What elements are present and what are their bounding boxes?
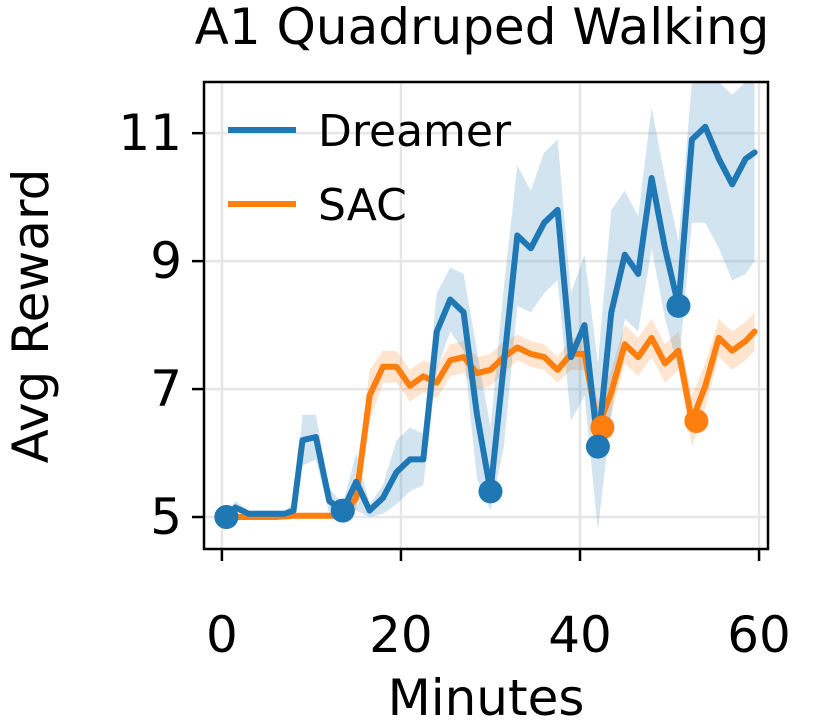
y-tick-label-5: 5 xyxy=(150,488,182,546)
point-dreamer-21 xyxy=(501,360,507,366)
marker-dreamer-1 xyxy=(330,498,355,523)
marker-dreamer-3 xyxy=(585,434,610,459)
point-dreamer-16 xyxy=(434,328,440,334)
y-tick-label-9: 9 xyxy=(150,232,182,290)
plot-frame xyxy=(202,80,770,551)
point-dreamer-27 xyxy=(581,322,587,328)
point-sac-5 xyxy=(308,513,314,519)
point-sac-35 xyxy=(716,335,722,341)
point-dreamer-17 xyxy=(447,297,453,303)
point-sac-13 xyxy=(420,373,426,379)
point-dreamer-35 xyxy=(689,137,695,143)
point-dreamer-7 xyxy=(313,434,319,440)
point-sac-14 xyxy=(434,380,440,386)
point-sac-11 xyxy=(393,364,399,370)
x-axis-label: Minutes xyxy=(388,669,585,727)
point-sac-17 xyxy=(474,370,480,376)
point-dreamer-8 xyxy=(326,498,332,504)
point-sac-21 xyxy=(528,351,534,357)
point-dreamer-23 xyxy=(528,245,534,251)
point-sac-27 xyxy=(608,389,614,395)
point-sac-22 xyxy=(541,354,547,360)
point-dreamer-4 xyxy=(282,511,288,517)
point-sac-32 xyxy=(675,348,681,354)
point-dreamer-40 xyxy=(752,149,758,155)
point-dreamer-29 xyxy=(608,309,614,315)
legend-label-sac: SAC xyxy=(318,180,407,231)
point-dreamer-2 xyxy=(246,511,252,517)
point-sac-31 xyxy=(662,360,668,366)
point-dreamer-11 xyxy=(367,508,373,514)
point-sac-10 xyxy=(380,364,386,370)
point-sac-29 xyxy=(635,354,641,360)
point-sac-38 xyxy=(752,328,758,334)
y-tick-label-7: 7 xyxy=(150,360,182,418)
x-tick-label-0: 0 xyxy=(206,606,238,664)
point-dreamer-18 xyxy=(461,309,467,315)
point-sac-36 xyxy=(729,348,735,354)
point-dreamer-38 xyxy=(729,181,735,187)
point-sac-20 xyxy=(514,344,520,350)
point-dreamer-14 xyxy=(407,456,413,462)
point-sac-15 xyxy=(447,357,453,363)
point-dreamer-15 xyxy=(420,456,426,462)
marker-dreamer-4 xyxy=(666,293,691,318)
x-tick-label-60: 60 xyxy=(727,606,791,664)
marker-sac-2 xyxy=(684,409,709,434)
marker-dreamer-0 xyxy=(214,505,239,530)
point-dreamer-30 xyxy=(622,252,628,258)
point-dreamer-13 xyxy=(393,469,399,475)
y-axis-label: Avg Reward xyxy=(2,169,60,464)
point-sac-8 xyxy=(353,495,359,501)
point-sac-18 xyxy=(487,367,493,373)
series-markers xyxy=(214,293,709,530)
point-sac-30 xyxy=(649,335,655,341)
point-dreamer-10 xyxy=(353,479,359,485)
point-dreamer-5 xyxy=(291,508,297,514)
point-sac-23 xyxy=(555,367,561,373)
y-tick-label-11: 11 xyxy=(118,104,182,162)
point-dreamer-12 xyxy=(380,495,386,501)
point-dreamer-36 xyxy=(702,124,708,130)
point-sac-28 xyxy=(622,341,628,347)
point-dreamer-26 xyxy=(568,354,574,360)
point-dreamer-37 xyxy=(716,156,722,162)
point-dreamer-39 xyxy=(743,156,749,162)
point-dreamer-31 xyxy=(635,271,641,277)
point-dreamer-22 xyxy=(514,233,520,239)
point-dreamer-25 xyxy=(555,207,561,213)
axis-ticks: 0 20 40 60 5 7 9 11 xyxy=(118,104,790,664)
x-tick-label-20: 20 xyxy=(369,606,433,664)
point-sac-9 xyxy=(367,392,373,398)
x-tick-label-40: 40 xyxy=(548,606,612,664)
marker-sac-1 xyxy=(590,415,615,440)
point-dreamer-3 xyxy=(264,511,270,517)
point-sac-16 xyxy=(461,354,467,360)
point-sac-34 xyxy=(702,383,708,389)
chart-title: A1 Quadruped Walking xyxy=(195,0,770,56)
point-dreamer-19 xyxy=(474,412,480,418)
point-dreamer-6 xyxy=(299,437,305,443)
point-sac-37 xyxy=(743,338,749,344)
point-dreamer-32 xyxy=(649,175,655,181)
legend-label-dreamer: Dreamer xyxy=(318,106,512,157)
point-dreamer-24 xyxy=(541,220,547,226)
marker-dreamer-2 xyxy=(478,479,503,504)
point-dreamer-33 xyxy=(662,245,668,251)
point-sac-12 xyxy=(407,383,413,389)
legend: Dreamer SAC xyxy=(228,106,512,231)
